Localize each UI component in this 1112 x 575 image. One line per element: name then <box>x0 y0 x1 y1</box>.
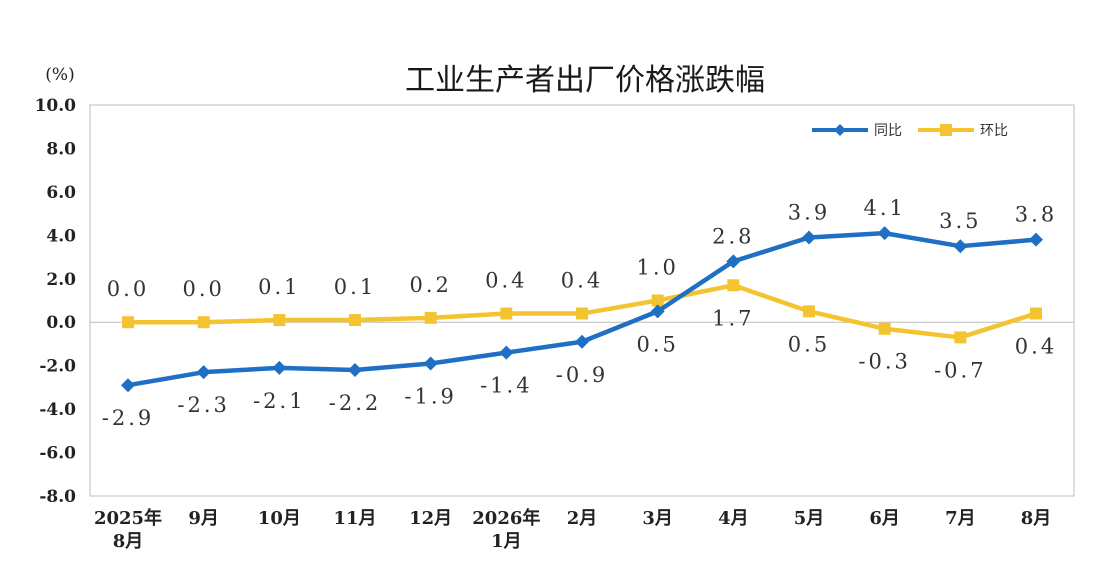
y-tick-label: -2.0 <box>39 357 76 377</box>
plot-area <box>89 104 1075 497</box>
mom-data-label: 1.0 <box>636 256 678 280</box>
yoy-data-label: 2.8 <box>712 224 754 248</box>
chart-title: 工业生产者出厂价格涨跌幅 <box>405 63 765 98</box>
mom-point <box>273 314 286 327</box>
x-tick-label: 12月 <box>409 508 452 529</box>
y-tick-label: -6.0 <box>39 444 76 464</box>
y-tick-label: 0.0 <box>46 313 76 333</box>
yoy-point <box>650 304 665 319</box>
yoy-point <box>877 226 892 241</box>
x-tick-label: 2025年 <box>94 507 162 529</box>
mom-data-label: 0.4 <box>561 269 603 293</box>
yoy-point <box>1029 232 1043 247</box>
yoy-data-label: -2.3 <box>177 393 230 417</box>
y-tick-label: 4.0 <box>46 226 76 246</box>
mom-point <box>349 314 361 327</box>
mom-point <box>878 322 891 335</box>
mom-data-label: 0.0 <box>182 277 224 301</box>
mom-data-label: -0.3 <box>858 350 911 374</box>
legend: 同比 环比 <box>812 123 1008 139</box>
yoy-point <box>272 360 287 375</box>
legend-marker <box>940 124 952 136</box>
legend-label: 环比 <box>980 123 1008 139</box>
yoy-data-label: -2.2 <box>329 391 382 415</box>
y-tick-label: 10.0 <box>35 96 77 116</box>
x-tick-label: 8月 <box>113 531 144 552</box>
mom-point <box>122 316 134 329</box>
yoy-point <box>499 345 514 360</box>
mom-point <box>576 307 588 320</box>
x-tick-label: 9月 <box>188 508 219 529</box>
yoy-point <box>802 230 816 245</box>
yoy-point <box>423 356 438 371</box>
y-axis-unit: (%) <box>45 65 74 85</box>
mom-data-label: 0.4 <box>485 269 527 293</box>
yoy-point <box>121 378 135 393</box>
yoy-data-label: -1.4 <box>480 374 533 398</box>
legend-label: 同比 <box>874 123 902 139</box>
yoy-data-label: 0.5 <box>636 332 678 356</box>
yoy-point <box>348 363 362 378</box>
mom-data-label: 0.5 <box>788 332 830 356</box>
x-tick-label: 2月 <box>567 508 598 529</box>
x-tick-label: 5月 <box>794 508 825 529</box>
y-tick-label: -4.0 <box>39 400 76 420</box>
yoy-data-label: 3.5 <box>939 209 981 233</box>
y-tick-label: 2.0 <box>46 270 76 290</box>
yoy-point <box>575 334 589 349</box>
yoy-data-label: 3.9 <box>788 201 830 225</box>
mom-data-label: 1.7 <box>712 306 754 330</box>
mom-data-label: 0.0 <box>107 277 149 301</box>
mom-point <box>803 305 815 318</box>
x-tick-label: 1月 <box>491 531 522 552</box>
mom-point <box>197 316 210 329</box>
mom-data-label: 0.1 <box>258 275 300 299</box>
yoy-point <box>953 239 968 254</box>
yoy-data-label: -0.9 <box>556 363 609 387</box>
yoy-data-label: -1.9 <box>404 384 457 408</box>
yoy-data-label: -2.9 <box>102 406 155 430</box>
x-tick-label: 10月 <box>258 508 301 529</box>
y-tick-label: 8.0 <box>46 139 76 159</box>
legend-marker <box>834 124 846 136</box>
x-tick-label: 8月 <box>1021 508 1052 529</box>
mom-point <box>500 307 513 320</box>
x-tick-label: 11月 <box>333 508 376 529</box>
mom-data-label: 0.1 <box>334 275 376 299</box>
mom-point <box>651 294 664 307</box>
mom-point <box>954 331 967 344</box>
yoy-data-label: 3.8 <box>1015 203 1057 227</box>
series-group <box>121 226 1043 393</box>
yoy-data-label: -2.1 <box>253 389 306 413</box>
mom-data-label: 0.2 <box>409 273 451 297</box>
yoy-point <box>196 365 211 380</box>
mom-data-label: 0.4 <box>1015 335 1057 359</box>
mom-point <box>1030 307 1042 320</box>
x-tick-label: 6月 <box>869 508 900 529</box>
yoy-point <box>726 254 741 269</box>
y-tick-label: 6.0 <box>46 183 76 203</box>
x-tick-label: 4月 <box>718 508 749 529</box>
mom-point <box>424 311 437 324</box>
y-tick-label: -8.0 <box>39 487 76 507</box>
y-axis-ticks: 10.0 8.0 6.0 4.0 2.0 0.0 -2.0 -4.0 -6.0 -8.0 <box>35 96 77 507</box>
yoy-data-label: 4.1 <box>863 196 905 220</box>
x-tick-label: 2026年 <box>472 507 540 529</box>
x-tick-label: 3月 <box>642 508 673 529</box>
x-tick-label: 7月 <box>945 508 976 529</box>
mom-data-label: -0.7 <box>934 358 987 382</box>
data-labels: -2.9 -2.3 -2.1 -2.2 -1.9 -1.4 -0.9 0.5 2.8 3.9 4.1… <box>102 196 1057 430</box>
mom-point <box>727 279 740 292</box>
